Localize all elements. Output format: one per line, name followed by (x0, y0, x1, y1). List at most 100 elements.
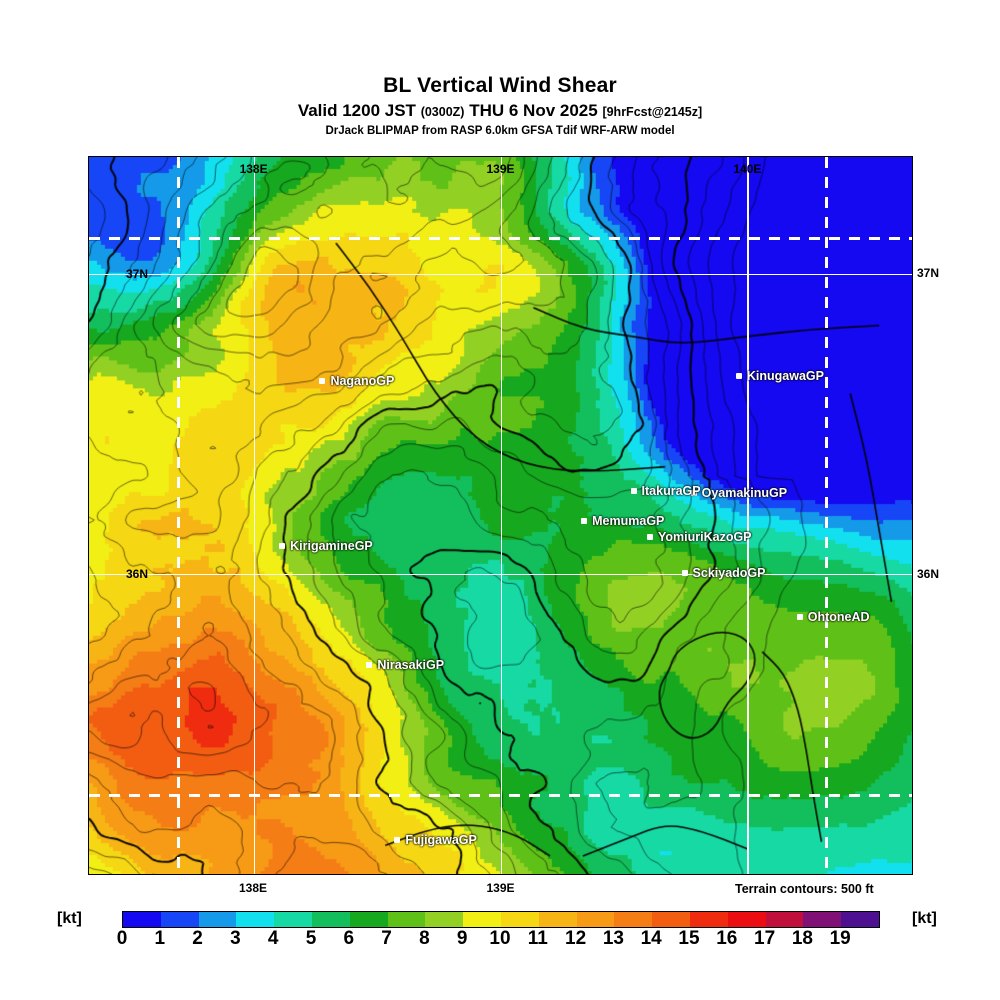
colorbar-tick-17: 17 (754, 928, 776, 949)
station-dot-icon (681, 569, 688, 576)
colorbar-tick-19: 19 (829, 928, 851, 949)
colorbar-tick-7: 7 (381, 928, 392, 949)
colorbar-tick-6: 6 (343, 928, 355, 949)
colorbar-tick-labels: 0 1 2 3 4 5 6 7 8 9 10 11 12 13 14 15 16 17 18 19 (117, 928, 878, 952)
station-dot-icon (690, 489, 697, 496)
colorbar-swatch-12 (576, 912, 615, 927)
colorbar-swatch-19 (841, 912, 879, 927)
colorbar-tick-0: 0 (116, 928, 128, 949)
colorbar-swatch-5 (311, 912, 350, 927)
station-marker-oyamakinugp[interactable]: OyamakinuGP (690, 485, 788, 500)
station-dot-icon (646, 534, 653, 540)
page-title: BL Vertical Wind Shear (383, 74, 617, 97)
subdomain-box-top-edge (89, 236, 912, 240)
gridline-lon-138e (253, 157, 256, 874)
subdomain-box-right-edge (824, 157, 828, 874)
colorbar-swatch-9 (463, 912, 501, 927)
station-dot-icon (796, 613, 803, 620)
colorbar-tick-2: 2 (192, 928, 203, 949)
station-label: ItakuraGP (641, 484, 701, 499)
colorbar-tick-15: 15 (678, 928, 700, 949)
colorbar-swatch-1 (160, 912, 199, 927)
gridline-lon-140e (747, 157, 749, 874)
colorbar-tick-3: 3 (230, 928, 241, 949)
map-lon-label-138e: 138E (239, 162, 268, 176)
station-label: OhtoneAD (807, 609, 870, 624)
station-marker-kinugawagp[interactable]: KinugawaGP (735, 368, 824, 383)
colorbar-swatch-13 (614, 912, 653, 927)
station-dot-icon (366, 661, 373, 668)
station-marker-sckiyadogp[interactable]: SckiyadoGP (681, 565, 766, 580)
colorbar-swatch-17 (765, 912, 804, 927)
colorbar-swatch-3 (236, 912, 275, 927)
subdomain-box-left-edge (177, 157, 181, 874)
station-dot-icon (279, 543, 286, 550)
station-marker-ohtonead[interactable]: OhtoneAD (796, 609, 870, 624)
colorbar-unit-left: [kt] (57, 910, 82, 927)
gridline-lat-36n (89, 573, 912, 576)
station-marker-yomiurikazogp[interactable]: YomiuriKazoGP (646, 530, 752, 544)
station-label: MemumaGP (592, 513, 665, 528)
axis-lon-label-bottom-139e: 139E (486, 881, 515, 895)
station-marker-itakuragp[interactable]: ItakuraGP (630, 484, 701, 499)
colorbar-swatch-15 (689, 912, 728, 927)
colorbar-swatch-6 (349, 912, 388, 927)
station-label: KinugawaGP (746, 368, 824, 383)
station-label: NaganoGP (330, 373, 395, 388)
map-lon-label-140e: 140E (733, 162, 762, 176)
colorbar-tick-8: 8 (419, 928, 430, 949)
colorbar-swatch-14 (652, 912, 690, 927)
colorbar-tick-16: 16 (716, 928, 738, 949)
valid-date: THU 6 Nov 2025 (469, 101, 598, 120)
station-dot-icon (735, 372, 742, 379)
axis-lat-label-right-37n: 37N (917, 266, 940, 281)
axis-lon-label-bottom-138e: 138E (238, 881, 268, 895)
station-dot-icon (319, 377, 326, 384)
station-label: YomiuriKazoGP (657, 530, 752, 544)
station-marker-fujigawagp[interactable]: FujigawaGP (394, 833, 477, 847)
station-label: KirigamineGP (290, 539, 373, 554)
station-dot-icon (630, 488, 637, 495)
station-marker-naganogp[interactable]: NaganoGP (319, 374, 394, 388)
terrain-contour-note: Terrain contours: 500 ft (735, 882, 874, 896)
station-marker-nirasakigp[interactable]: NirasakiGP (366, 658, 444, 672)
station-marker-kirigaminegp[interactable]: KirigamineGP (279, 539, 373, 553)
axis-lat-label-right-36n: 36N (917, 566, 940, 581)
valid-utc: (0300Z) (420, 105, 465, 119)
colorbar-tick-5: 5 (305, 928, 317, 949)
colorbar-tick-12: 12 (565, 928, 587, 949)
colorbar-swatch-4 (274, 912, 312, 927)
map-lat-label-left-36n: 36N (125, 566, 149, 581)
colorbar-tick-9: 9 (456, 928, 468, 949)
gridline-lat-37n (89, 273, 912, 276)
valid-time-line: Valid 1200 JST (0300Z) THU 6 Nov 2025 [9… (0, 100, 1000, 123)
colorbar-tick-13: 13 (602, 928, 624, 949)
title-block: BL Vertical Wind Shear Valid 1200 JST (0… (0, 74, 1000, 139)
colorbar-swatch-10 (500, 912, 539, 927)
station-label: OyamakinuGP (701, 485, 788, 500)
model-source-line: DrJack BLIPMAP from RASP 6.0km GFSA Tdif… (325, 125, 675, 137)
map-lon-label-139e: 139E (486, 162, 515, 176)
colorbar-swatch-16 (727, 912, 766, 927)
subdomain-box-bottom-edge (89, 794, 912, 798)
station-label: SckiyadoGP (692, 565, 766, 580)
colorbar-tick-18: 18 (791, 928, 813, 949)
colorbar-swatch-2 (198, 912, 237, 927)
station-dot-icon (394, 837, 401, 844)
valid-jst: Valid 1200 JST (297, 101, 416, 120)
station-label: FujigawaGP (405, 833, 477, 848)
colorbar-swatch-8 (425, 912, 464, 927)
colorbar-tick-11: 11 (527, 928, 548, 949)
forecast-tag: [9hrFcst@2145z] (602, 105, 703, 119)
colorbar-swatch-11 (538, 912, 577, 927)
map-lat-label-left-37n: 37N (125, 266, 149, 281)
gridline-lon-139e (500, 157, 502, 874)
colorbar[interactable] (122, 911, 880, 928)
forecast-map[interactable]: NaganoGP KinugawaGP OyamakinuGP ItakuraGP Me… (88, 156, 913, 875)
station-label: NirasakiGP (377, 657, 445, 672)
station-marker-memumagp[interactable]: MemumaGP (581, 514, 664, 528)
station-dot-icon (581, 517, 588, 524)
colorbar-tick-4: 4 (267, 928, 279, 949)
colorbar-tick-14: 14 (640, 928, 662, 949)
colorbar-tick-10: 10 (489, 928, 511, 949)
